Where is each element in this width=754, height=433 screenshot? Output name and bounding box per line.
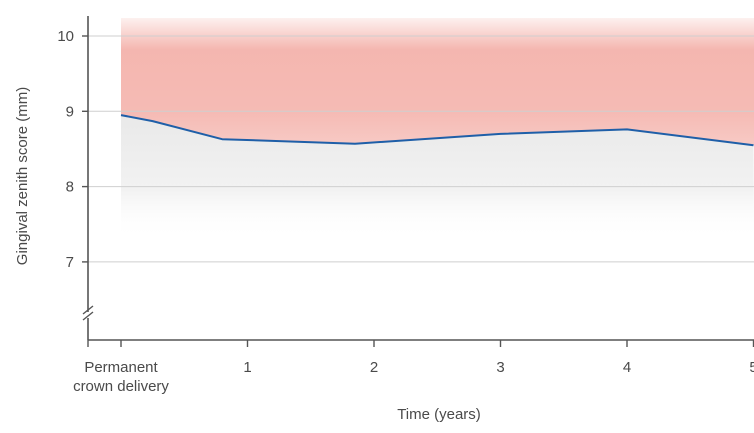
axis-break-mark-top bbox=[82, 305, 94, 315]
y-tick-label-10: 10 bbox=[57, 28, 74, 45]
range-band bbox=[121, 18, 754, 146]
gridlines bbox=[88, 35, 754, 263]
series-line bbox=[120, 114, 754, 147]
x-tick-label-0: Permanent crown delivery bbox=[73, 359, 169, 395]
x-tick-label-5: 5 bbox=[749, 359, 754, 376]
y-tick-label-9: 9 bbox=[66, 103, 74, 120]
series-layer bbox=[120, 114, 754, 147]
x-tick-label-1: 1 bbox=[243, 359, 251, 376]
axis-break-mark-bottom bbox=[82, 311, 94, 321]
plot-background bbox=[121, 18, 754, 240]
y-tick-label-7: 7 bbox=[66, 254, 74, 271]
y-tick-label-8: 8 bbox=[66, 179, 74, 196]
axes bbox=[82, 16, 754, 347]
x-tick-label-2: 2 bbox=[370, 359, 378, 376]
range-shading-under-line bbox=[121, 115, 754, 240]
x-tick-label-3: 3 bbox=[496, 359, 504, 376]
x-tick-label-4: 4 bbox=[623, 359, 631, 376]
y-axis-title: Gingival zenith score (mm) bbox=[14, 87, 31, 265]
x-axis-title: Time (years) bbox=[397, 406, 481, 423]
axis-labels: 7 8 9 10 Permanent crown delivery 1 2 3 4 5 bbox=[57, 28, 754, 395]
